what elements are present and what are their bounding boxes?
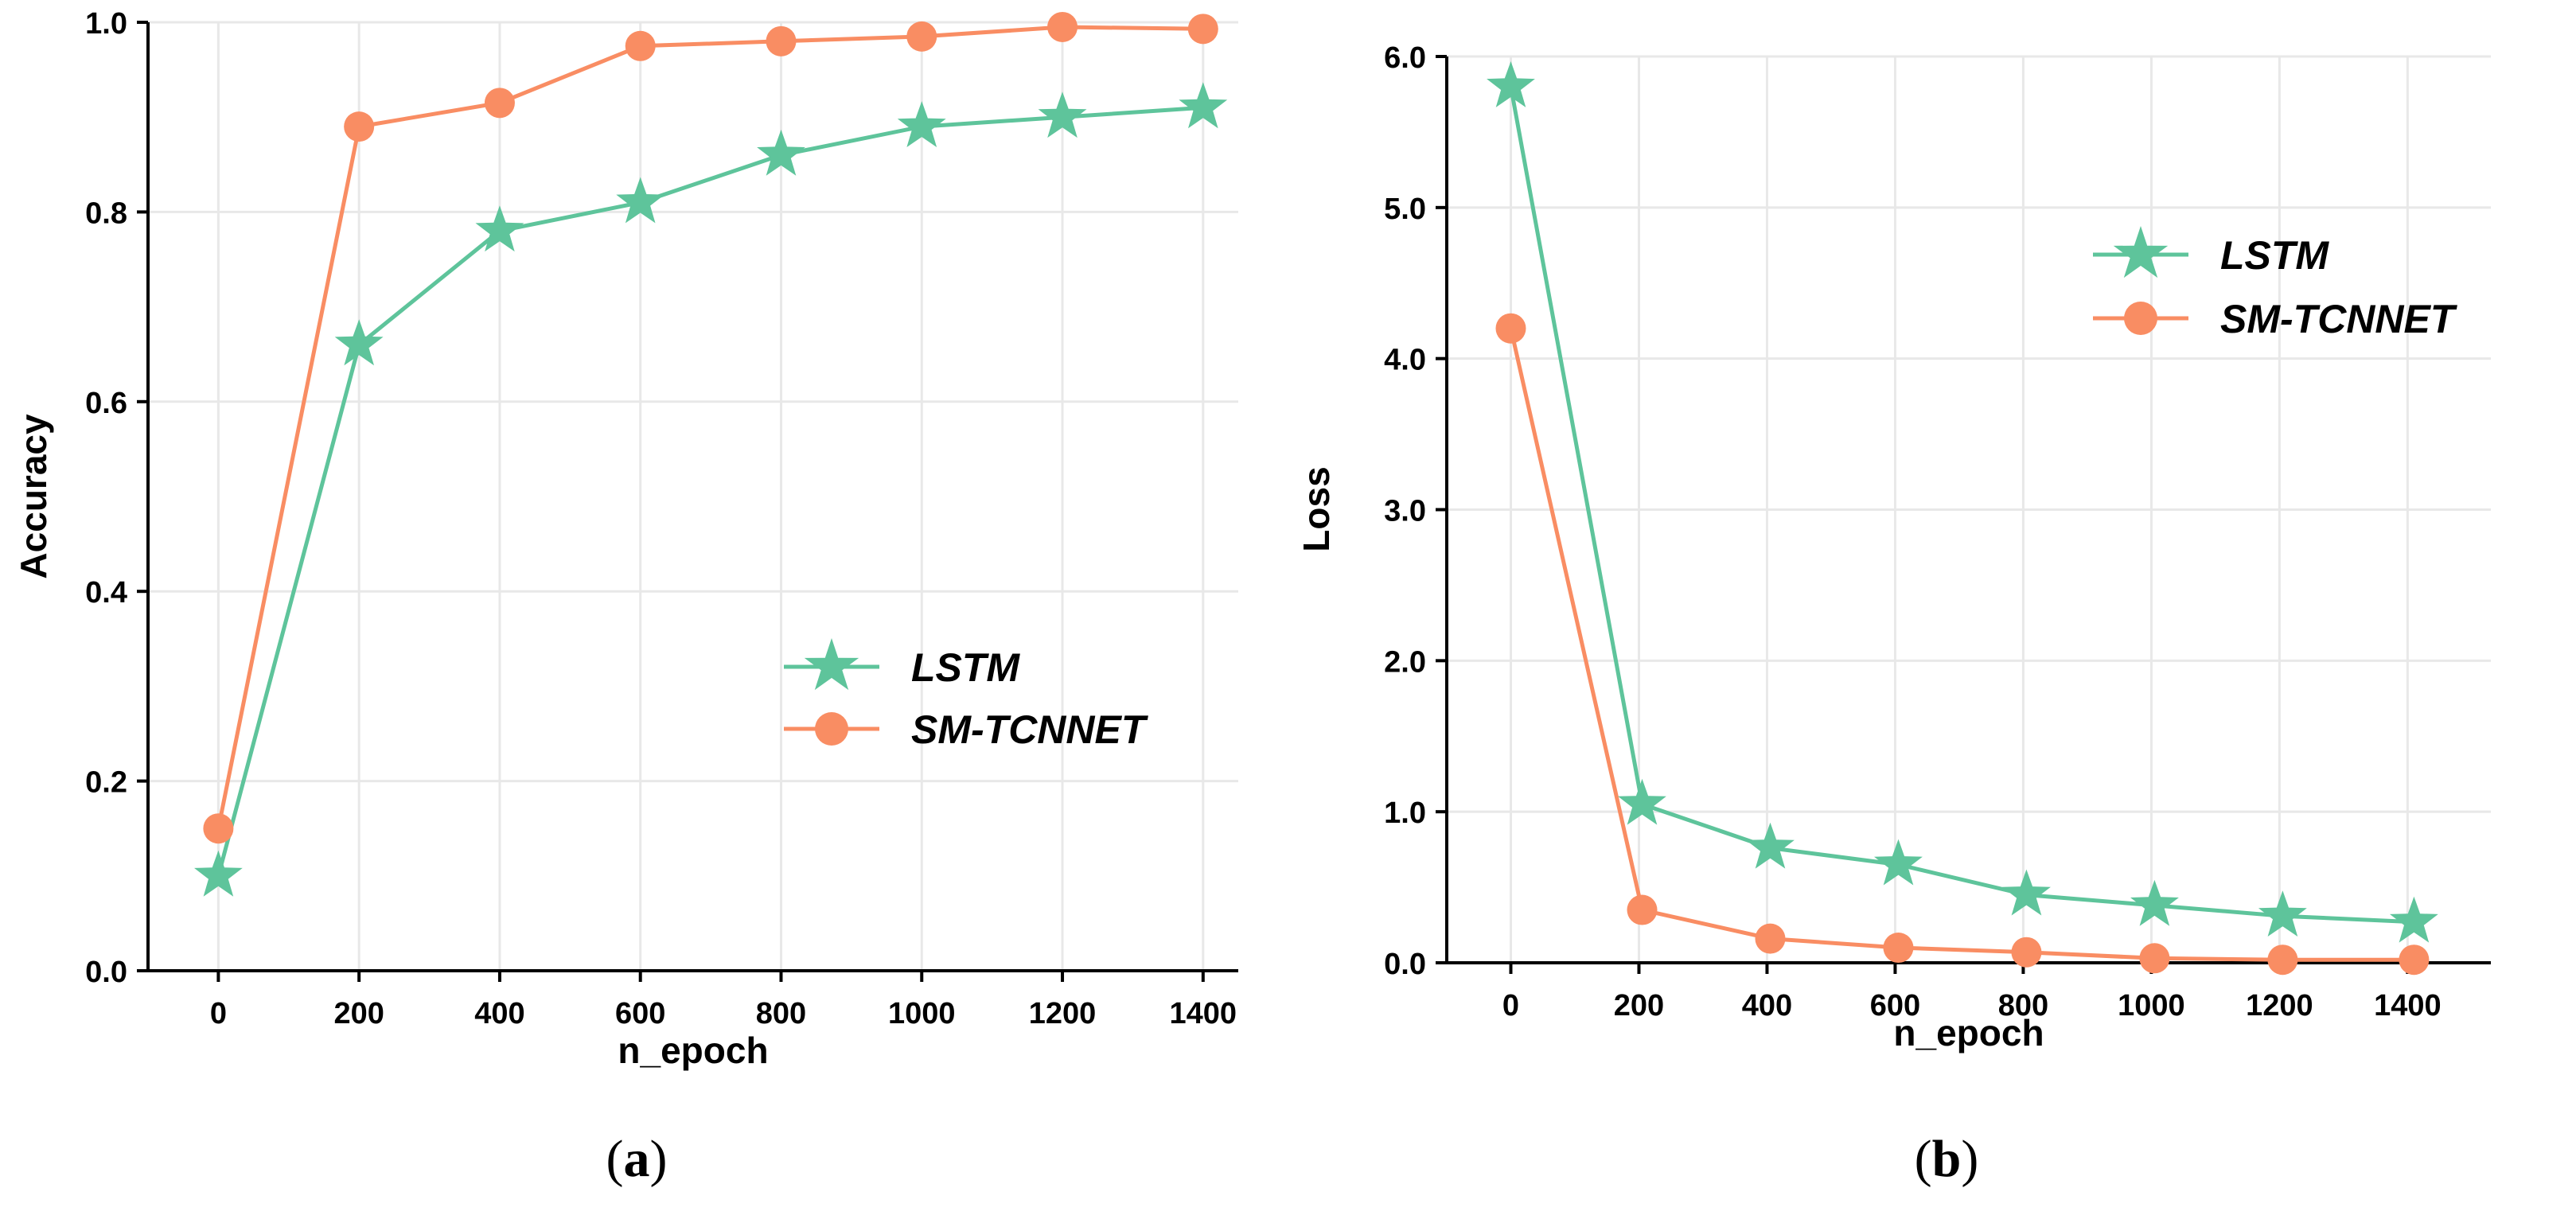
lstm-point-marker bbox=[2130, 879, 2179, 926]
sm-tcnnet-point-marker bbox=[1755, 923, 1786, 954]
y-axis-title: Loss bbox=[1296, 466, 1337, 551]
x-tick-label: 600 bbox=[1870, 989, 1920, 1022]
sm-tcnnet-point-marker bbox=[2139, 943, 2170, 974]
x-axis-title: n_epoch bbox=[1893, 1012, 2044, 1053]
lstm-point-marker bbox=[1746, 822, 1795, 869]
lstm-point-marker bbox=[897, 101, 946, 147]
lstm-point-marker bbox=[757, 129, 805, 176]
x-tick-label: 1400 bbox=[1170, 997, 1237, 1030]
lstm-point-marker bbox=[1038, 92, 1087, 138]
y-tick-label: 0.0 bbox=[1384, 948, 1426, 981]
legend-star-icon bbox=[804, 638, 859, 691]
legend-label: SM-TCNNET bbox=[911, 707, 1149, 752]
panel-a: 0 200 400 600 800 1000 1200 1400 0.0 0.2 0.4 0.6 0.8… bbox=[13, 7, 1238, 1188]
x-tick-label: 1200 bbox=[2246, 989, 2313, 1022]
y-tick-label: 4.0 bbox=[1384, 344, 1426, 377]
lstm-point-marker bbox=[194, 850, 243, 897]
x-tick-label: 0 bbox=[1502, 989, 1519, 1022]
series-line-lstm bbox=[1509, 86, 2414, 925]
sm-tcnnet-point-marker bbox=[1495, 313, 1526, 344]
panel-label: (a) bbox=[606, 1130, 668, 1188]
panel-label-letter: b bbox=[1932, 1130, 1962, 1188]
sm-tcnnet-point-marker bbox=[2399, 944, 2430, 976]
y-tick-label: 0.0 bbox=[85, 956, 127, 989]
lstm-point-marker bbox=[2390, 896, 2438, 943]
sm-tcnnet-point-marker bbox=[766, 25, 797, 56]
y-tick-label: 5.0 bbox=[1384, 193, 1426, 226]
y-tick-label: 0.4 bbox=[85, 576, 127, 610]
x-tick-label: 1200 bbox=[1029, 997, 1097, 1030]
y-tick-label: 0.8 bbox=[85, 197, 127, 230]
x-tick-label: 1400 bbox=[2374, 989, 2442, 1022]
y-tick-label: 0.2 bbox=[85, 766, 127, 800]
y-tick-label: 2.0 bbox=[1384, 645, 1426, 679]
panel-label: (b) bbox=[1915, 1130, 1979, 1188]
x-tick-label: 400 bbox=[474, 997, 524, 1030]
legend-circle-icon bbox=[2124, 302, 2157, 335]
legend-star-icon bbox=[2113, 226, 2169, 278]
legend-label: SM-TCNNET bbox=[2220, 297, 2458, 341]
y-tick-label: 3.0 bbox=[1384, 495, 1426, 528]
lstm-point-marker bbox=[2002, 869, 2051, 916]
sm-tcnnet-point-marker bbox=[484, 88, 515, 119]
x-tick-label: 0 bbox=[210, 997, 227, 1030]
x-tick-label: 1000 bbox=[2118, 989, 2185, 1022]
sm-tcnnet-point-marker bbox=[203, 813, 234, 844]
sm-tcnnet-point-marker bbox=[2267, 944, 2298, 976]
panel-label-open-paren: ( bbox=[606, 1130, 624, 1188]
y-tick-label: 0.6 bbox=[85, 387, 127, 420]
sm-tcnnet-point-marker bbox=[2011, 937, 2042, 968]
panel-label-close-paren: ) bbox=[650, 1130, 668, 1188]
y-tick-label: 6.0 bbox=[1384, 41, 1426, 75]
lstm-point-marker bbox=[616, 177, 665, 224]
lstm-point-marker bbox=[1487, 61, 1535, 107]
legend-circle-icon bbox=[815, 712, 848, 746]
x-axis-title: n_epoch bbox=[618, 1030, 768, 1071]
panel-label-letter: a bbox=[624, 1130, 650, 1188]
legend-label: LSTM bbox=[911, 645, 1020, 690]
sm-tcnnet-point-marker bbox=[1047, 11, 1078, 42]
lstm-point-marker bbox=[1874, 839, 1923, 886]
y-tick-label: 1.0 bbox=[85, 7, 127, 41]
legend-label: LSTM bbox=[2220, 233, 2329, 278]
lstm-point-marker bbox=[1179, 82, 1228, 129]
series-line-lstm bbox=[216, 105, 1203, 877]
sm-tcnnet-point-marker bbox=[1627, 894, 1658, 925]
y-axis-title: Accuracy bbox=[13, 414, 54, 579]
sm-tcnnet-point-marker bbox=[1187, 14, 1218, 45]
series-line-sm-tcnnet bbox=[1509, 328, 2414, 962]
lstm-point-marker bbox=[475, 205, 524, 252]
x-tick-label: 400 bbox=[1742, 989, 1792, 1022]
x-tick-label: 200 bbox=[1614, 989, 1664, 1022]
lstm-point-marker bbox=[334, 319, 384, 366]
x-tick-label: 1000 bbox=[888, 997, 956, 1030]
panel-label-close-paren: ) bbox=[1961, 1130, 1978, 1188]
lstm-point-marker bbox=[2258, 890, 2307, 937]
panel-b: 0 200 400 600 800 1000 1200 1400 0.0 1.0 2.0 3.0 4.0… bbox=[1296, 41, 2491, 1188]
series-line-sm-tcnnet bbox=[216, 25, 1203, 829]
panel-label-open-paren: ( bbox=[1915, 1130, 1932, 1188]
legend: LSTM SM-TCNNET bbox=[2093, 226, 2458, 341]
x-tick-label: 600 bbox=[615, 997, 665, 1030]
sm-tcnnet-point-marker bbox=[625, 30, 656, 61]
lstm-point-marker bbox=[1618, 778, 1666, 825]
sm-tcnnet-point-marker bbox=[1883, 933, 1914, 964]
x-tick-label: 800 bbox=[756, 997, 806, 1030]
y-tick-label: 1.0 bbox=[1384, 796, 1426, 830]
sm-tcnnet-point-marker bbox=[906, 21, 937, 52]
x-tick-label: 800 bbox=[1998, 989, 2048, 1022]
x-tick-label: 200 bbox=[333, 997, 384, 1030]
legend: LSTM SM-TCNNET bbox=[784, 638, 1149, 752]
sm-tcnnet-point-marker bbox=[344, 111, 375, 142]
